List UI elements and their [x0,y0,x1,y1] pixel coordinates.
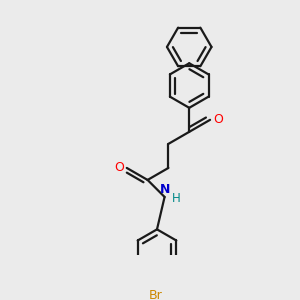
Text: H: H [172,192,180,205]
Text: O: O [213,113,223,126]
Text: N: N [159,183,170,196]
Text: O: O [114,161,124,174]
Text: Br: Br [149,289,163,300]
